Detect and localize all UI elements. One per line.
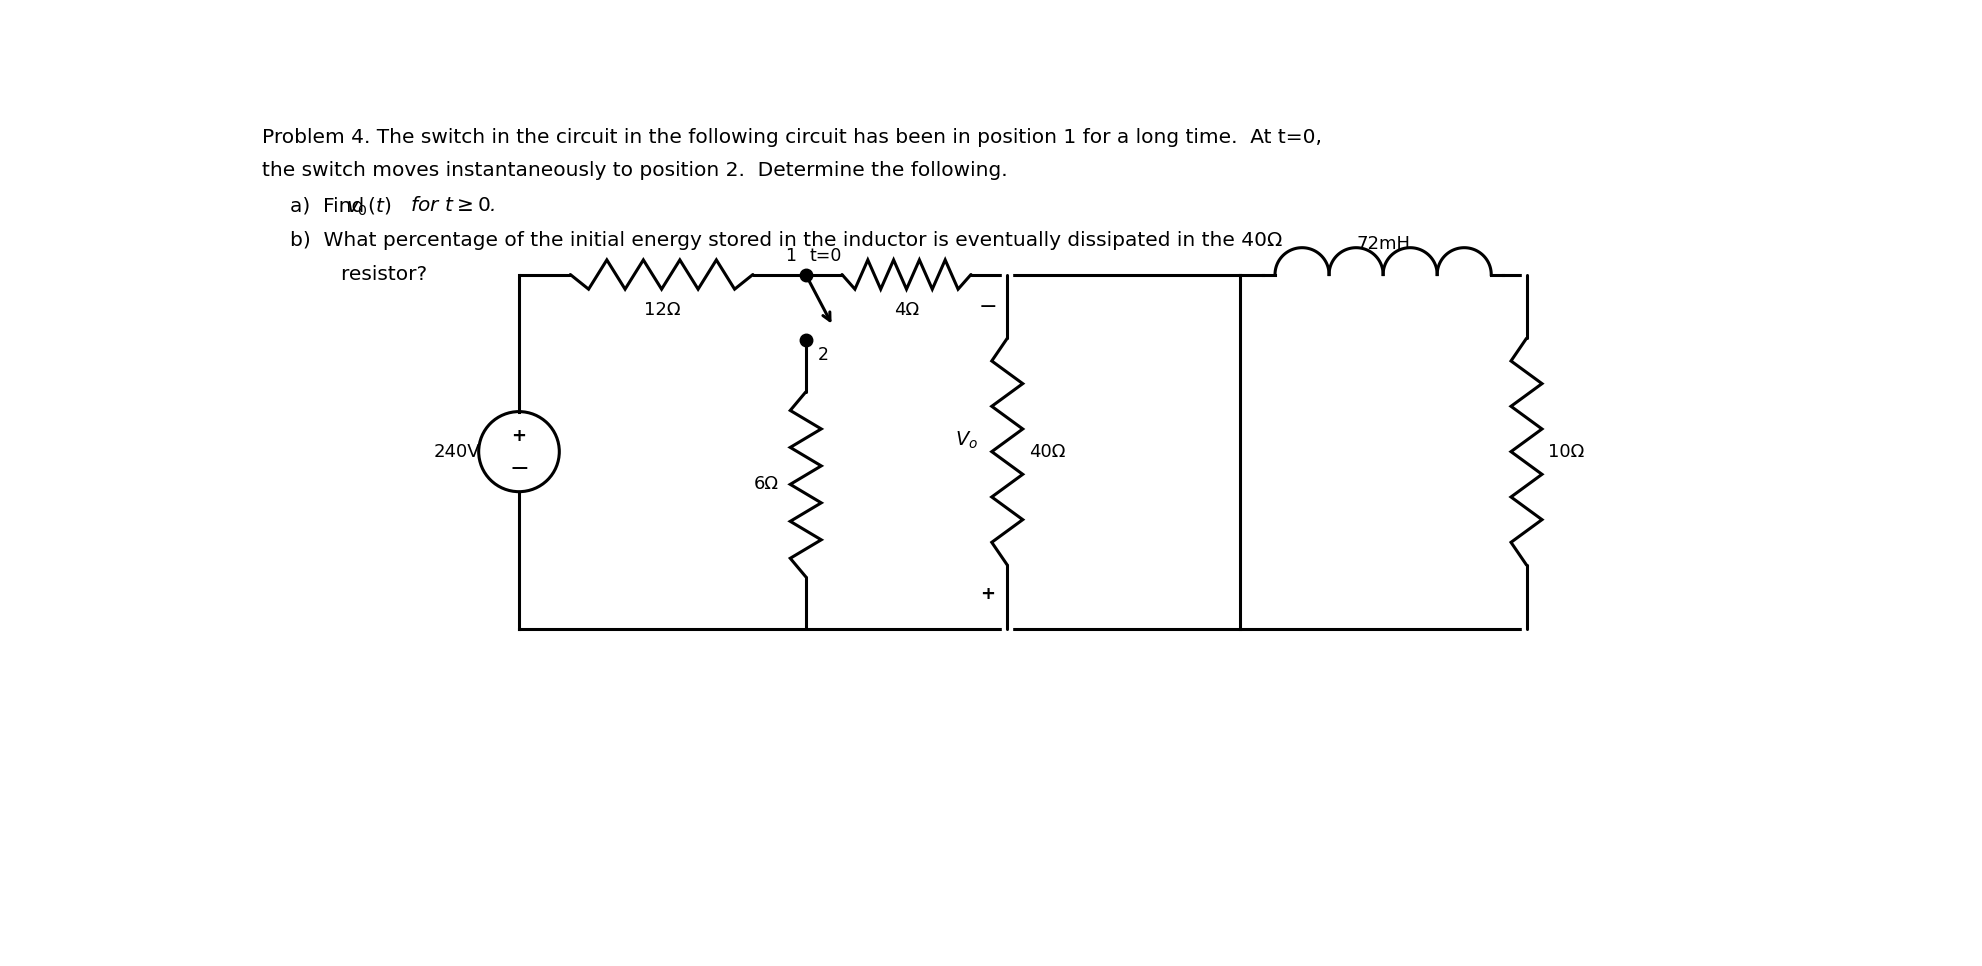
Text: −: − [509, 457, 529, 481]
Text: 6Ω: 6Ω [753, 475, 779, 494]
Text: a)  Find: a) Find [291, 196, 371, 215]
Text: 10Ω: 10Ω [1548, 442, 1584, 461]
Text: the switch moves instantaneously to position 2.  Determine the following.: the switch moves instantaneously to posi… [262, 160, 1007, 180]
Text: 2: 2 [817, 346, 828, 364]
Text: 12Ω: 12Ω [644, 301, 680, 320]
Text: $V_o$: $V_o$ [955, 430, 977, 451]
Text: $for$ $t \geq 0$.: $for$ $t \geq 0$. [404, 196, 496, 215]
Text: b)  What percentage of the initial energy stored in the inductor is eventually d: b) What percentage of the initial energy… [291, 231, 1282, 249]
Text: 240V: 240V [434, 442, 480, 461]
Text: 72mH: 72mH [1356, 235, 1409, 253]
Text: t=0: t=0 [809, 247, 842, 266]
Text: 4Ω: 4Ω [894, 301, 920, 320]
Text: 1: 1 [785, 247, 797, 266]
Text: resistor?: resistor? [291, 266, 428, 284]
Text: 40Ω: 40Ω [1029, 442, 1066, 461]
Text: $v_0(t)$: $v_0(t)$ [347, 196, 392, 218]
Text: −: − [979, 297, 997, 317]
Text: Problem 4. The switch in the circuit in the following circuit has been in positi: Problem 4. The switch in the circuit in … [262, 128, 1322, 147]
Text: +: + [981, 585, 995, 603]
Text: +: + [511, 427, 527, 445]
